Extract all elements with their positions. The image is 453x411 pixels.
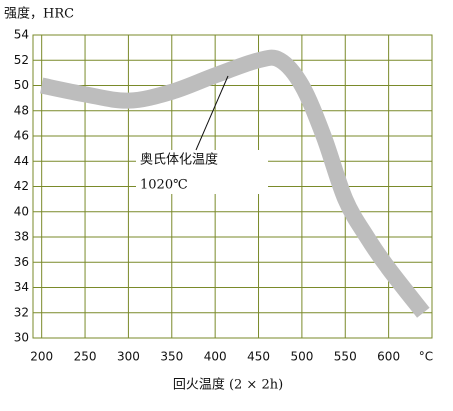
y-tick-label: 46	[14, 129, 29, 143]
hardness-band	[40, 49, 430, 318]
y-tick-label: 54	[14, 28, 29, 42]
y-tick-label: 50	[14, 78, 29, 92]
x-tick-label: 450	[247, 350, 270, 364]
x-tick-label: 550	[334, 350, 357, 364]
x-tick-label: 600	[377, 350, 400, 364]
y-tick-label: 44	[14, 154, 29, 168]
y-tick-label: 40	[14, 204, 29, 218]
x-tick-label: 350	[160, 350, 183, 364]
x-unit: °C	[419, 350, 433, 364]
x-tick-label: 400	[204, 350, 227, 364]
annotation: 奥氏体化温度	[140, 152, 218, 168]
y-axis-title: 强度，HRC	[4, 6, 74, 22]
leader-line	[195, 75, 229, 151]
y-tick-label: 42	[14, 179, 29, 193]
x-axis-title: 回火温度 (2 × 2h)	[173, 377, 283, 393]
x-tick-label: 300	[117, 350, 140, 364]
x-tick-label: 200	[30, 350, 53, 364]
y-tick-label: 30	[14, 331, 29, 345]
y-tick-label: 52	[14, 53, 29, 67]
annotation-bg	[136, 150, 268, 194]
y-tick-label: 48	[14, 103, 29, 117]
y-tick-label: 32	[14, 305, 29, 319]
y-tick-label: 34	[14, 280, 29, 294]
x-tick-label: 250	[74, 350, 97, 364]
x-tick-label: 500	[290, 350, 313, 364]
y-tick-label: 38	[14, 230, 29, 244]
y-tick-label: 36	[14, 255, 29, 269]
annotation: 1020℃	[140, 178, 188, 193]
